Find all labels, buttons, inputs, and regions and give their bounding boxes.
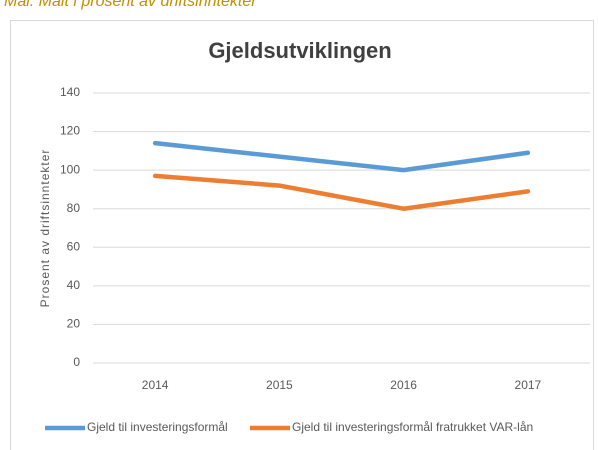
x-tick-label: 2016 (390, 378, 417, 392)
y-tick-label: 40 (67, 278, 81, 292)
y-tick-label: 120 (60, 124, 80, 138)
x-tick-label: 2014 (142, 378, 169, 392)
y-tick-label: 80 (67, 201, 81, 215)
chart-frame (10, 20, 594, 450)
caption: Mål: Målt i prosent av driftsinntekter (4, 0, 257, 10)
y-tick-label: 20 (67, 317, 81, 331)
y-tick-label: 140 (60, 85, 80, 99)
y-tick-label: 60 (67, 239, 81, 253)
x-tick-label: 2017 (515, 378, 542, 392)
legend-label: Gjeld til investeringsformål fratrukket … (292, 420, 533, 434)
line-series (152, 140, 531, 173)
y-tick-label: 100 (60, 162, 80, 176)
y-tick-label: 0 (73, 355, 80, 369)
y-axis-label: Prosent av driftsinntekter (38, 149, 52, 308)
legend-label: Gjeld til investeringsformål (87, 420, 228, 434)
chart-title: Gjeldsutviklingen (208, 38, 391, 63)
x-tick-label: 2015 (266, 378, 293, 392)
line-series (152, 173, 531, 211)
